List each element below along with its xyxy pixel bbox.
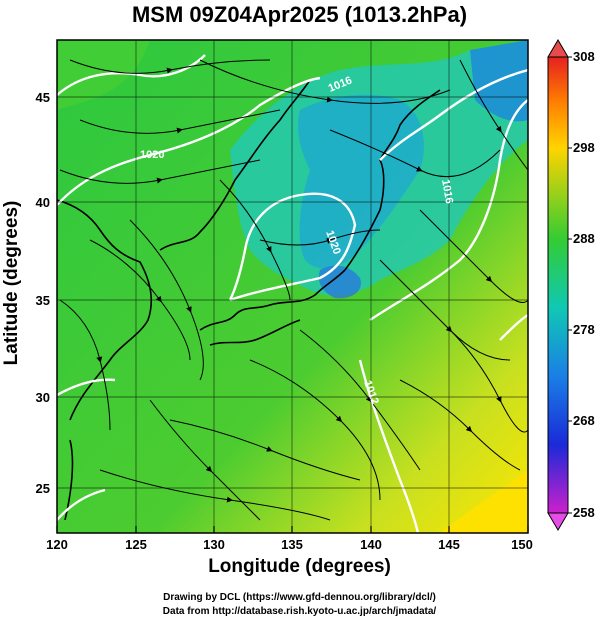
x-tick-label: 150 — [511, 537, 533, 552]
credit-data: Data from http://database.rish.kyoto-u.a… — [162, 606, 437, 617]
colorbar-tick-label: 298 — [573, 140, 595, 155]
x-tick-label: 120 — [46, 537, 68, 552]
contour-label: 1020 — [140, 149, 164, 161]
y-tick-label: 35 — [36, 293, 50, 308]
x-tick-label: 145 — [438, 537, 460, 552]
y-tick-label: 30 — [36, 390, 50, 405]
x-tick-label: 140 — [360, 537, 382, 552]
colorbar-min-cap — [547, 512, 569, 531]
colorbar: 308 298 288 278 268 258 — [547, 39, 595, 531]
grid — [57, 40, 528, 533]
colorbar-tick-label: 308 — [573, 49, 595, 64]
y-tick-label: 40 — [36, 195, 50, 210]
colorbar-tick-label: 268 — [573, 413, 595, 428]
y-tick-label: 25 — [36, 481, 50, 496]
colorbar-scale — [547, 56, 569, 514]
isobars — [57, 54, 528, 533]
x-tick-label: 125 — [125, 537, 147, 552]
contour-label: 1016 — [439, 178, 455, 204]
colorbar-tick-label: 278 — [573, 322, 595, 337]
y-tick-labels: 25 30 35 40 45 — [36, 90, 50, 496]
colorbar-tick-label: 288 — [573, 231, 595, 246]
credit-drawing: Drawing by DCL (https://www.gfd-dennou.o… — [163, 592, 436, 603]
colorbar-max-cap — [547, 39, 569, 58]
x-tick-labels: 120 125 130 135 140 145 150 — [46, 537, 533, 552]
colorbar-tick-label: 258 — [573, 505, 595, 520]
x-axis-label: Longitude (degrees) — [208, 556, 391, 577]
y-tick-label: 45 — [36, 90, 50, 105]
map-title: MSM 09Z04Apr2025 (1013.2hPa) — [131, 2, 468, 27]
x-tick-label: 130 — [203, 537, 225, 552]
streamlines — [59, 59, 528, 521]
x-tick-marks — [56, 526, 529, 533]
y-axis-label: Latitude (degrees) — [1, 200, 22, 366]
x-tick-label: 135 — [281, 537, 303, 552]
